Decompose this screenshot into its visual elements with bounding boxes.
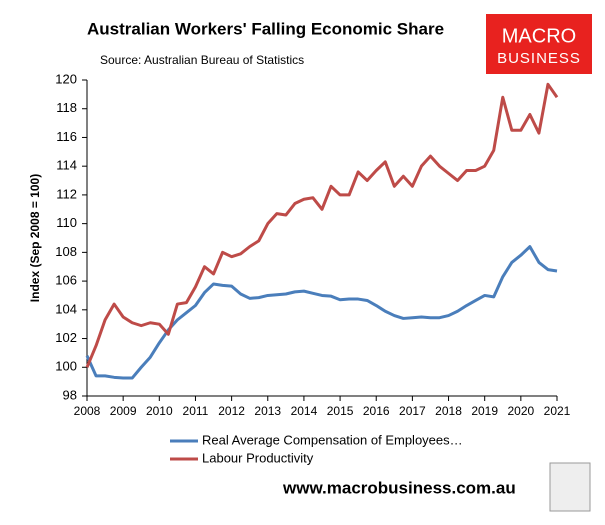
legend-label: Real Average Compensation of Employees…: [202, 432, 463, 447]
y-tick-label: 100: [55, 359, 77, 374]
x-tick-label: 2020: [507, 404, 534, 418]
x-tick-label: 2015: [327, 404, 354, 418]
x-tick-label: 2017: [399, 404, 426, 418]
y-tick-label: 118: [56, 100, 77, 115]
x-tick-label: 2021: [544, 404, 571, 418]
chart-subtitle: Source: Australian Bureau of Statistics: [100, 53, 304, 67]
y-tick-label: 106: [55, 273, 77, 288]
x-tick-label: 2019: [471, 404, 498, 418]
y-tick-label: 102: [55, 330, 77, 345]
y-tick-label: 112: [56, 186, 77, 201]
x-tick-label: 2018: [435, 404, 462, 418]
x-tick-label: 2008: [74, 404, 101, 418]
y-tick-label: 108: [55, 244, 77, 259]
x-tick-label: 2016: [363, 404, 390, 418]
y-tick-label: 110: [56, 215, 77, 230]
x-tick-label: 2014: [291, 404, 318, 418]
logo-text: BUSINESS: [497, 50, 581, 67]
logo-box: [486, 14, 592, 74]
y-tick-label: 120: [55, 71, 77, 86]
wolf-icon: [549, 462, 591, 512]
x-tick-label: 2011: [183, 404, 209, 418]
y-tick-label: 104: [55, 301, 77, 316]
y-tick-label: 116: [56, 129, 77, 144]
x-tick-label: 2013: [254, 404, 281, 418]
x-tick-label: 2012: [218, 404, 245, 418]
logo-text: MACRO: [502, 25, 576, 47]
line-series: [85, 245, 558, 380]
x-tick-label: 2009: [110, 404, 137, 418]
chart-title: Australian Workers' Falling Economic Sha…: [87, 19, 444, 38]
x-tick-label: 2010: [146, 404, 173, 418]
y-tick-label: 114: [56, 158, 77, 173]
line-series: [85, 82, 559, 368]
legend-label: Labour Productivity: [202, 450, 314, 465]
y-axis-label: Index (Sep 2008 = 100): [28, 174, 42, 302]
footer: www.macrobusiness.com.au: [282, 478, 516, 497]
y-tick-label: 98: [63, 387, 77, 402]
